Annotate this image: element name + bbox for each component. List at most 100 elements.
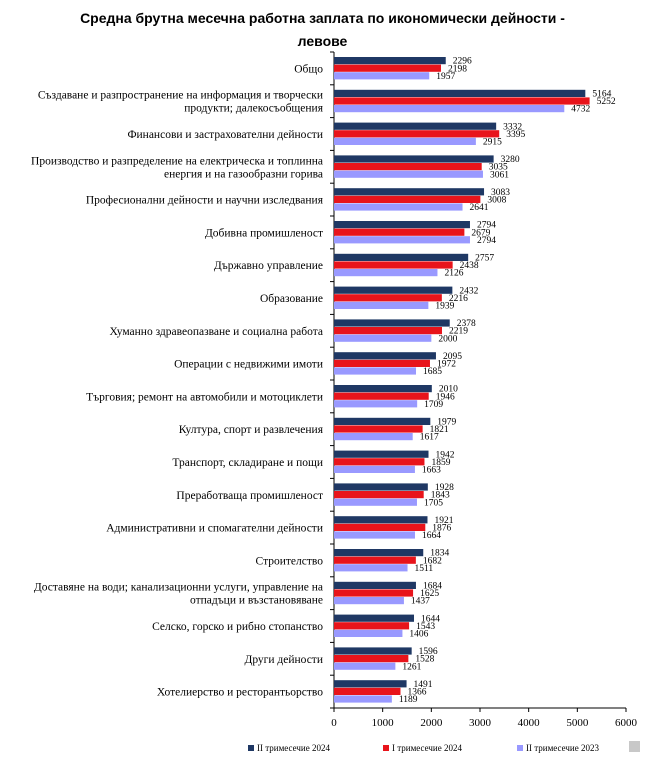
bar (334, 89, 586, 97)
data-label: 1644 (421, 614, 440, 624)
bar (334, 417, 431, 425)
legend-swatch (383, 745, 389, 751)
data-label: 2757 (475, 254, 494, 264)
category-label: Създаване и разпространение на информаци… (38, 90, 323, 102)
data-label: 1939 (435, 302, 454, 312)
bar (334, 581, 416, 589)
data-label: 1921 (434, 516, 453, 526)
data-label: 2010 (439, 385, 458, 395)
data-label: 1821 (430, 425, 449, 435)
bar (334, 614, 415, 622)
data-label: 2095 (443, 352, 462, 362)
bar (334, 122, 497, 130)
bar (334, 352, 436, 360)
data-label: 3061 (490, 170, 509, 180)
category-label: Търговия; ремонт на автомобили и мотоцик… (86, 391, 323, 403)
bar (334, 400, 418, 408)
bar (334, 523, 426, 531)
data-label: 5252 (597, 97, 616, 107)
data-label: 1972 (437, 360, 456, 370)
legend-label: II тримесечие 2023 (526, 743, 599, 753)
bar (334, 662, 396, 670)
bar (334, 261, 453, 269)
category-label: Финансови и застрахователни дейности (127, 129, 323, 141)
category-label: Професионални дейности и научни изследва… (86, 195, 324, 207)
data-label: 2432 (459, 286, 478, 296)
bar (334, 647, 412, 655)
legend-swatch (517, 745, 523, 751)
data-label: 1406 (409, 630, 428, 640)
bar (334, 130, 500, 138)
data-label: 1957 (436, 72, 455, 82)
bar (334, 327, 442, 335)
x-tick-label: 6000 (615, 717, 638, 729)
data-label: 2219 (449, 327, 468, 337)
category-label: Административни и спомагателни дейности (106, 523, 323, 535)
data-label: 1876 (432, 524, 451, 534)
x-tick-label: 2000 (420, 717, 443, 729)
bar (334, 450, 429, 458)
category-label: Доставяне на води; канализационни услуги… (34, 582, 323, 594)
data-label: 1942 (436, 450, 455, 460)
bar (334, 629, 403, 637)
data-label: 2000 (438, 334, 457, 344)
data-label: 2216 (449, 294, 468, 304)
bar (334, 433, 413, 441)
x-tick-label: 5000 (566, 717, 589, 729)
data-label: 1685 (423, 367, 442, 377)
category-label: Транспорт, складиране и пощи (172, 457, 323, 469)
data-label: 1491 (414, 680, 433, 690)
category-label: Държавно управление (214, 260, 323, 272)
bar (334, 155, 494, 163)
category-label: Производство и разпределение на електрич… (31, 155, 323, 167)
data-label: 1684 (423, 582, 442, 592)
x-tick-label: 4000 (518, 717, 541, 729)
bar (334, 253, 469, 261)
bar (334, 57, 446, 65)
data-label: 1528 (415, 655, 434, 665)
data-label: 1705 (424, 498, 443, 508)
x-tick-label: 1000 (372, 717, 395, 729)
data-label: 3332 (503, 122, 522, 132)
bar (334, 516, 428, 524)
category-label: Други дейности (244, 654, 323, 666)
data-label: 1617 (420, 433, 439, 443)
category-label: енергия и на газообразни горива (164, 168, 323, 180)
data-label: 1663 (422, 466, 441, 476)
data-label: 2198 (448, 64, 467, 74)
category-label: Образование (260, 293, 323, 305)
category-label: Операции с недвижими имоти (174, 359, 323, 371)
bar (334, 64, 441, 72)
bar (334, 269, 438, 277)
bar (334, 359, 430, 367)
legend-label: II тримесечие 2024 (257, 743, 330, 753)
bar (334, 425, 423, 433)
data-label: 2641 (470, 203, 489, 213)
category-label: продукти; далекосъобщения (184, 103, 323, 115)
data-label: 1859 (431, 458, 450, 468)
bar (334, 385, 432, 393)
category-label: Строителство (256, 555, 324, 567)
bar (334, 498, 417, 506)
bar (334, 286, 453, 294)
data-label: 5164 (592, 90, 611, 100)
category-label: отпадъци и възстановяване (190, 595, 323, 607)
data-label: 1625 (420, 589, 439, 599)
bar (334, 491, 424, 499)
bar (334, 687, 401, 695)
data-label: 3395 (506, 130, 525, 140)
x-tick-label: 0 (331, 717, 337, 729)
bar (334, 195, 481, 203)
bar (334, 137, 476, 145)
data-label: 2126 (444, 269, 463, 279)
data-label: 1682 (423, 556, 442, 566)
data-label: 1709 (424, 400, 443, 410)
bar (334, 170, 483, 178)
data-label: 1843 (431, 491, 450, 501)
data-label: 1596 (419, 647, 438, 657)
bar (334, 392, 429, 400)
bar (334, 367, 417, 375)
bar (334, 655, 409, 663)
chart-title-line2: левове (297, 33, 348, 49)
